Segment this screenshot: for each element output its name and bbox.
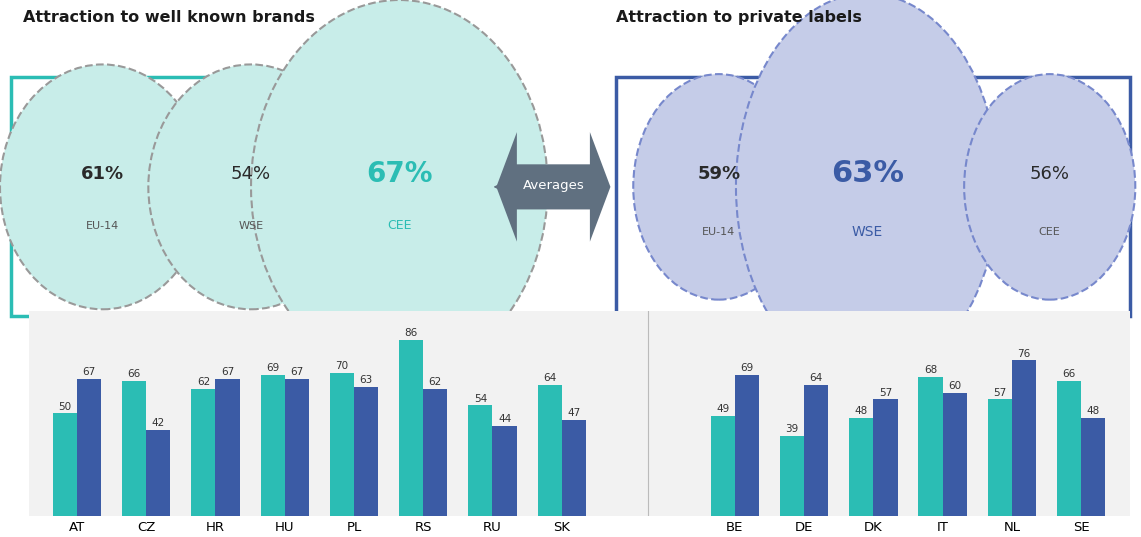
Text: 48: 48 [1086,406,1100,416]
Text: 68: 68 [924,365,937,375]
Text: 86: 86 [405,329,418,338]
Text: 76: 76 [1018,349,1030,359]
Text: 54: 54 [474,394,487,404]
FancyBboxPatch shape [616,77,1130,316]
Text: 67%: 67% [366,160,432,188]
Bar [285,379,309,516]
Bar [561,419,586,516]
Text: 66: 66 [128,369,140,379]
Bar [849,418,873,516]
Text: 44: 44 [497,414,511,424]
Text: 62: 62 [429,378,442,387]
Bar [1082,418,1106,516]
Bar [942,393,966,516]
Bar [76,379,102,516]
Text: 63: 63 [359,375,373,386]
Bar [216,379,240,516]
Ellipse shape [251,0,548,374]
Bar [122,381,146,516]
Text: EU-14: EU-14 [86,221,120,230]
FancyBboxPatch shape [11,77,491,316]
Bar [354,387,378,516]
Text: 64: 64 [543,373,557,383]
Ellipse shape [0,64,205,309]
Bar [873,399,898,516]
Bar [919,377,942,516]
Text: 67: 67 [290,367,304,377]
Bar [468,405,493,516]
Bar [52,413,76,516]
Text: WSE: WSE [238,221,264,230]
Bar [804,385,828,516]
Ellipse shape [736,0,998,380]
Text: 66: 66 [1062,369,1076,379]
Text: 67: 67 [82,367,96,377]
Bar [146,430,170,516]
Ellipse shape [633,74,804,300]
Text: 42: 42 [152,418,165,428]
Text: 62: 62 [196,378,210,387]
Text: WSE: WSE [851,225,883,239]
Text: 69: 69 [741,363,753,373]
Bar [780,436,804,516]
Text: 48: 48 [855,406,868,416]
Text: 57: 57 [993,388,1006,397]
Text: 63%: 63% [831,159,904,188]
Text: 60: 60 [948,381,962,391]
Bar [537,385,561,516]
Bar [1012,360,1036,516]
Bar [711,416,735,516]
Text: 69: 69 [266,363,280,373]
Text: 59%: 59% [697,165,741,183]
Text: CEE: CEE [1038,227,1061,237]
Bar [423,389,447,516]
Bar [260,375,285,516]
Text: 54%: 54% [230,165,272,183]
Bar [192,389,216,516]
Text: 57: 57 [879,388,892,397]
Text: 47: 47 [567,408,581,418]
Bar [399,340,423,516]
Text: CEE: CEE [387,219,412,232]
Bar [1057,381,1082,516]
Ellipse shape [148,64,354,309]
Text: 70: 70 [335,361,348,371]
Text: EU-14: EU-14 [702,227,736,237]
Text: 67: 67 [221,367,234,377]
Text: Attraction to well known brands: Attraction to well known brands [23,10,315,25]
Bar [988,399,1012,516]
Bar [330,373,354,516]
Text: 61%: 61% [81,165,124,183]
Text: 39: 39 [785,424,799,434]
Text: Attraction to private labels: Attraction to private labels [616,10,861,25]
Text: 64: 64 [810,373,823,383]
Bar [735,375,759,516]
Text: 50: 50 [58,402,72,412]
Text: Averages: Averages [523,179,584,192]
Bar [493,426,517,516]
Text: 56%: 56% [1029,165,1070,183]
Polygon shape [496,132,610,242]
Ellipse shape [964,74,1135,300]
Text: 49: 49 [717,404,729,414]
